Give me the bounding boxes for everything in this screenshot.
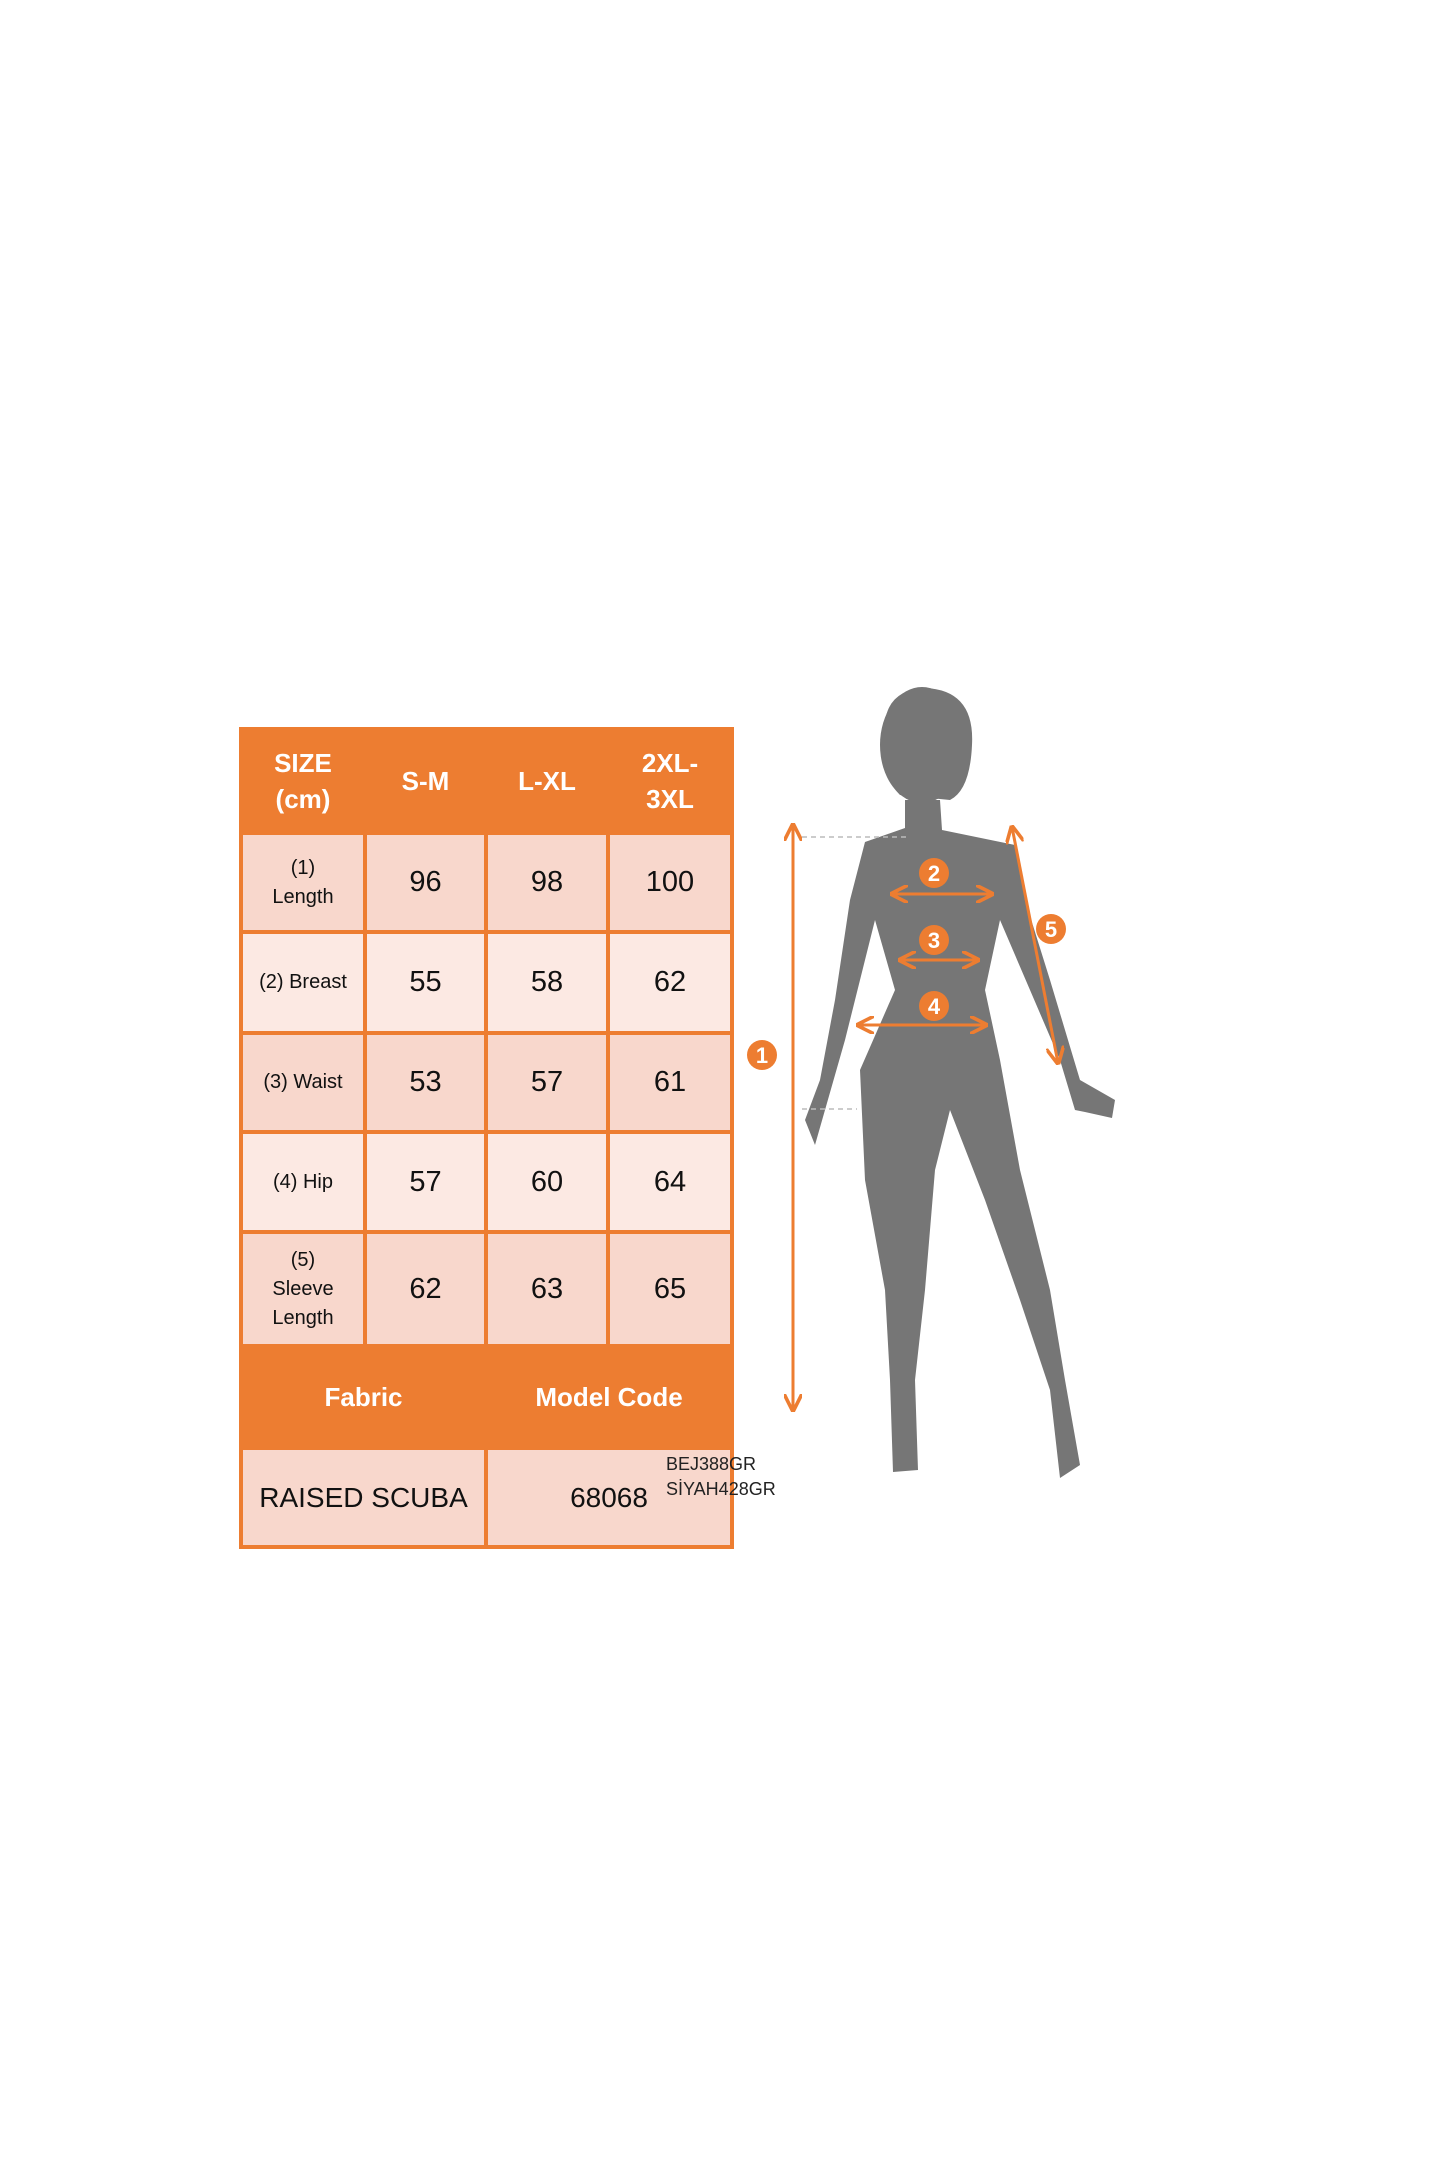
svg-text:4: 4 xyxy=(928,994,941,1019)
header-size-line1: SIZE xyxy=(274,748,332,778)
row-label: (5) Sleeve Length xyxy=(239,1230,367,1348)
header-s-m: S-M xyxy=(363,727,488,835)
color-codes: BEJ388GR SİYAH428GR xyxy=(666,1452,776,1502)
row-label: (2) Breast xyxy=(239,930,367,1035)
footer-value-row: RAISED SCUBA 68068 xyxy=(239,1446,734,1549)
svg-text:3: 3 xyxy=(928,928,940,953)
table-row: (1) Length 96 98 100 xyxy=(239,831,734,934)
color-code: BEJ388GR xyxy=(666,1454,757,1474)
label-line: (5) xyxy=(290,1248,316,1271)
cell-value: 96 xyxy=(363,831,488,934)
table-row: (4) Hip 57 60 64 xyxy=(239,1130,734,1234)
size-chart-table: SIZE (cm) S-M L-XL 2XL-3XL (1) Length 96 9… xyxy=(239,727,734,1549)
label-line: (1) xyxy=(290,856,316,879)
marker-4: 4 xyxy=(919,991,949,1021)
table-row: (5) Sleeve Length 62 63 65 xyxy=(239,1230,734,1348)
marker-1: 1 xyxy=(747,1040,777,1070)
table-row: (2) Breast 55 58 62 xyxy=(239,930,734,1035)
marker-2: 2 xyxy=(919,858,949,888)
header-l-xl: L-XL xyxy=(484,727,610,835)
sleeve-arrow-icon xyxy=(1012,827,1058,1063)
header-2xl-3xl: 2XL-3XL xyxy=(606,727,734,835)
cell-value: 62 xyxy=(363,1230,488,1348)
cell-value: 57 xyxy=(363,1130,488,1234)
cell-value: 61 xyxy=(606,1031,734,1134)
svg-text:1: 1 xyxy=(756,1043,768,1068)
cell-value: 60 xyxy=(484,1130,610,1234)
label-line: Length xyxy=(272,885,334,908)
cell-value: 55 xyxy=(363,930,488,1035)
cell-value: 63 xyxy=(484,1230,610,1348)
fabric-value: RAISED SCUBA xyxy=(239,1446,488,1549)
table-header-row: SIZE (cm) S-M L-XL 2XL-3XL xyxy=(239,727,734,835)
cell-value: 64 xyxy=(606,1130,734,1234)
label-line: Sleeve xyxy=(272,1277,334,1300)
model-code-header: Model Code xyxy=(484,1344,734,1450)
cell-value: 58 xyxy=(484,930,610,1035)
label-line: Length xyxy=(272,1306,334,1329)
cell-value: 65 xyxy=(606,1230,734,1348)
header-2xl-3xl-label: 2XL-3XL xyxy=(641,748,699,814)
row-label: (1) Length xyxy=(239,831,367,934)
header-size: SIZE (cm) xyxy=(239,727,367,835)
row-label: (4) Hip xyxy=(239,1130,367,1234)
cell-value: 53 xyxy=(363,1031,488,1134)
cell-value: 57 xyxy=(484,1031,610,1134)
model-code-value: 68068 xyxy=(484,1446,734,1549)
svg-text:2: 2 xyxy=(928,861,940,886)
cell-value: 62 xyxy=(606,930,734,1035)
color-code: SİYAH428GR xyxy=(666,1479,776,1499)
table-row: (3) Waist 53 57 61 xyxy=(239,1031,734,1134)
svg-text:5: 5 xyxy=(1045,917,1057,942)
cell-value: 98 xyxy=(484,831,610,934)
marker-5: 5 xyxy=(1036,914,1066,944)
cell-value: 100 xyxy=(606,831,734,934)
footer-header-row: Fabric Model Code xyxy=(239,1344,734,1450)
header-size-line2: (cm) xyxy=(275,784,331,814)
row-label: (3) Waist xyxy=(239,1031,367,1134)
fabric-header: Fabric xyxy=(239,1344,488,1450)
woman-silhouette-icon xyxy=(805,687,1115,1478)
marker-3: 3 xyxy=(919,925,949,955)
